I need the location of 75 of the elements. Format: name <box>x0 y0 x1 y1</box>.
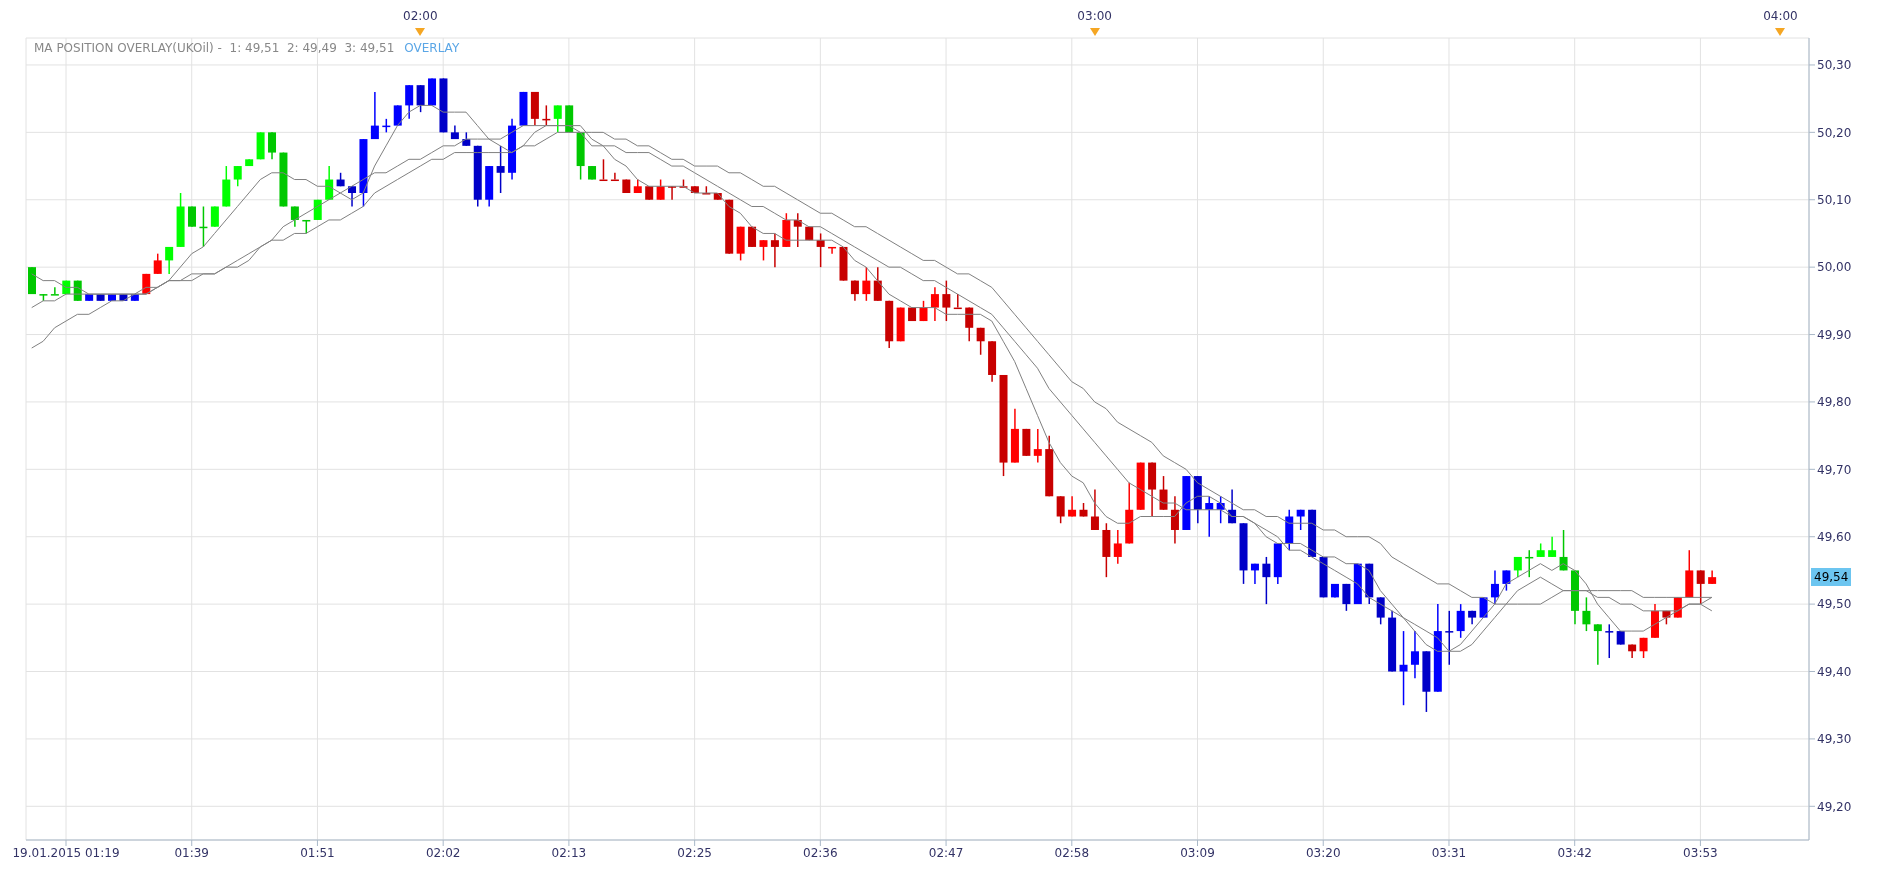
candlestick <box>268 131 277 161</box>
x-tick-label: 02:13 <box>551 845 587 860</box>
x-tick-label: 02:36 <box>803 845 838 860</box>
candlestick <box>1113 529 1122 565</box>
candlestick <box>1490 569 1499 605</box>
candlestick <box>370 91 379 140</box>
y-tick-label: 49,30 <box>1817 732 1852 747</box>
text: 03:00 <box>1076 9 1113 23</box>
y-tick-label: 49,80 <box>1817 395 1852 410</box>
candlestick <box>1033 428 1042 464</box>
candlestick <box>656 178 665 201</box>
y-tick-label: 50,00 <box>1817 260 1852 275</box>
candlestick <box>153 252 162 275</box>
candlestick <box>770 232 779 268</box>
candlestick <box>1582 596 1591 632</box>
candlestick <box>1159 475 1168 511</box>
x-tick-label: 02:47 <box>928 845 964 860</box>
candlestick <box>210 205 219 228</box>
candlestick <box>965 306 974 343</box>
candlestick <box>233 165 242 188</box>
annotation: MA POSITION OVERLAY(UKOil) - 1: 49,51 2: 49,49 3: 49,51 <box>34 41 395 55</box>
candlestick <box>1090 488 1099 531</box>
text: 02:00 <box>402 9 439 23</box>
y-tick-label: 50,10 <box>1817 193 1852 208</box>
x-tick-label: 03:31 <box>1431 845 1467 860</box>
y-tick-label: 49,90 <box>1817 327 1852 342</box>
candlestick <box>930 286 939 322</box>
y-tick-label: 49,70 <box>1817 462 1852 477</box>
x-tick-label: 01:39 <box>174 845 210 860</box>
candlestick <box>1342 583 1351 612</box>
candlestick <box>1456 603 1465 639</box>
candlestick <box>873 266 882 302</box>
candlestick <box>1593 623 1602 666</box>
x-tick-label: 03:42 <box>1557 845 1592 860</box>
candlestick <box>1548 535 1557 558</box>
y-tick-label: 49,60 <box>1817 529 1852 544</box>
x-tick-label: 03:53 <box>1683 845 1718 860</box>
candlestick <box>405 84 414 120</box>
text: 04:00 <box>1762 9 1799 23</box>
candlestick <box>50 286 59 296</box>
candlestick <box>290 205 299 228</box>
candlestick <box>1056 495 1065 524</box>
candlestick <box>1502 569 1511 592</box>
y-tick-label: 50,30 <box>1817 58 1852 73</box>
x-tick-label: 03:09 <box>1180 845 1215 860</box>
candlestick <box>496 145 505 194</box>
candlestick <box>1399 630 1408 706</box>
candlestick <box>942 279 951 322</box>
candlestick <box>1445 610 1454 666</box>
x-tick-label: 02:58 <box>1054 845 1090 860</box>
x-tick-label: 02:25 <box>677 845 712 860</box>
y-tick-label: 49,50 <box>1817 597 1852 612</box>
candlestick <box>759 239 768 262</box>
candlestick <box>1696 569 1705 605</box>
candlestick <box>1068 495 1077 518</box>
candlestick <box>1170 495 1179 545</box>
candlestick <box>1605 623 1614 659</box>
x-tick-label: 02:02 <box>425 845 461 860</box>
x-tick-label: 19.01.2015 01:19 <box>12 845 120 860</box>
y-tick-label: 49,20 <box>1817 799 1852 814</box>
y-tick-label: 49,40 <box>1817 664 1852 679</box>
candlestick <box>1410 630 1419 679</box>
x-tick-label: 01:51 <box>300 845 335 860</box>
candlestick <box>976 327 985 356</box>
candlestick <box>188 205 197 228</box>
candlestick <box>416 84 425 113</box>
annotation: OVERLAY <box>404 41 460 55</box>
x-tick-label: 03:20 <box>1305 845 1341 860</box>
annotation: 49,54 <box>1811 568 1852 587</box>
candlestick <box>1262 556 1271 605</box>
y-tick-label: 50,20 <box>1817 125 1852 140</box>
candlestick <box>165 246 174 275</box>
candlestick <box>553 104 562 134</box>
candlestick <box>1376 596 1385 626</box>
candlestick <box>862 266 871 302</box>
